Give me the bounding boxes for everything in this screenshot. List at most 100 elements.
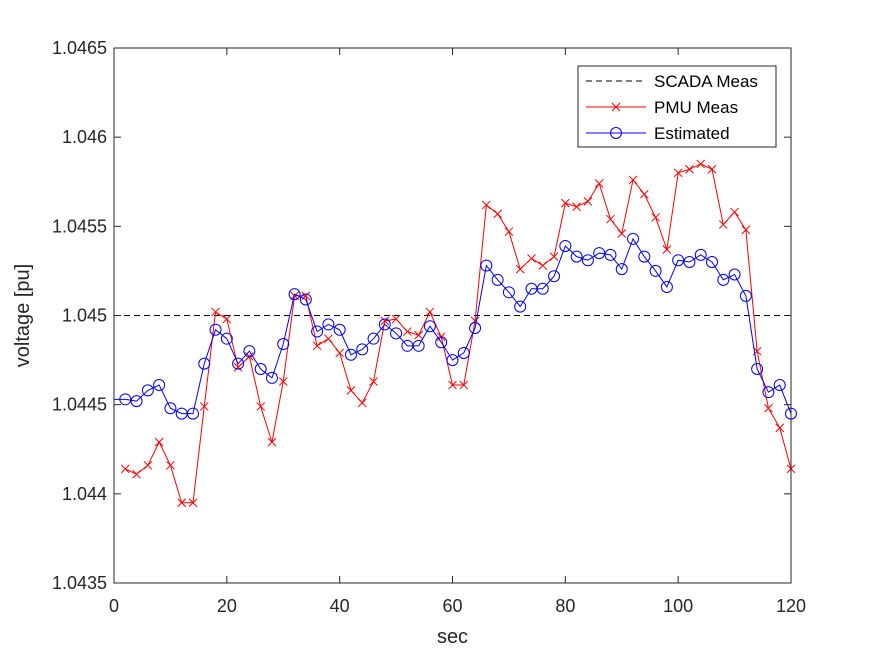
data-point — [730, 207, 739, 217]
data-point — [739, 289, 752, 302]
x-marker-stroke — [481, 200, 491, 210]
data-point — [335, 348, 345, 358]
data-point — [491, 273, 504, 286]
data-point — [559, 239, 572, 252]
x-marker-stroke — [233, 362, 243, 372]
data-point — [256, 402, 266, 411]
x-marker-stroke — [335, 348, 345, 358]
x-marker-stroke — [414, 330, 424, 340]
data-point — [119, 393, 132, 406]
data-point — [435, 336, 448, 349]
x-marker-stroke — [775, 423, 785, 433]
data-point — [751, 363, 764, 375]
data-point — [685, 164, 694, 174]
data-point — [762, 386, 775, 399]
data-point — [502, 286, 515, 299]
x-marker-stroke — [515, 264, 525, 274]
data-point — [549, 252, 559, 262]
x-marker-stroke — [741, 225, 751, 235]
x-marker-stroke — [493, 209, 502, 219]
x-marker-stroke — [617, 229, 627, 238]
x-marker-stroke — [560, 198, 570, 208]
series-line — [114, 237, 792, 415]
x-marker-stroke — [662, 245, 672, 254]
data-point — [572, 202, 581, 212]
x-marker-stroke — [346, 386, 356, 395]
x-marker-stroke — [256, 402, 266, 411]
x-marker-stroke — [199, 402, 209, 411]
data-point — [412, 339, 425, 352]
data-point — [446, 354, 459, 367]
x-marker-stroke — [211, 307, 220, 317]
series-layer — [114, 159, 797, 508]
data-point — [356, 343, 369, 356]
x-tick-label: 20 — [217, 596, 237, 616]
data-point — [570, 250, 583, 263]
data-point — [211, 307, 220, 317]
data-point — [560, 198, 570, 208]
data-point — [243, 345, 256, 358]
x-marker-stroke — [730, 207, 739, 217]
y-tick-label: 1.0455 — [52, 216, 107, 236]
data-point — [480, 259, 493, 272]
data-point — [311, 325, 324, 338]
data-point — [694, 248, 707, 261]
legend-label: Estimated — [654, 124, 730, 143]
data-point — [369, 377, 378, 386]
x-marker-stroke — [639, 189, 649, 199]
y-tick-label: 1.0435 — [52, 573, 107, 593]
legend-label: PMU Meas — [654, 98, 738, 117]
legend-entry: PMU Meas — [586, 98, 738, 117]
data-point — [594, 179, 604, 188]
x-marker-stroke — [369, 377, 378, 386]
x-marker-stroke — [549, 252, 559, 262]
x-marker-stroke — [606, 214, 615, 224]
legend-entry: SCADA Meas — [586, 72, 758, 91]
data-point — [706, 256, 719, 268]
data-point — [166, 460, 175, 470]
data-point — [132, 469, 141, 479]
data-point — [773, 379, 786, 392]
data-point — [164, 402, 177, 415]
data-point — [414, 330, 424, 340]
data-point — [514, 300, 527, 313]
data-point — [254, 363, 267, 375]
legend-label: SCADA Meas — [654, 72, 758, 91]
x-marker-stroke — [448, 380, 457, 390]
x-marker-stroke — [594, 179, 604, 188]
data-point — [481, 200, 491, 210]
data-point — [548, 270, 561, 283]
y-tick-label: 1.0445 — [52, 395, 107, 415]
data-point — [154, 437, 164, 447]
x-marker-stroke — [143, 460, 153, 470]
y-axis-label: voltage [pu] — [12, 264, 34, 367]
legend-entry: Estimated — [586, 124, 730, 143]
data-point — [583, 197, 593, 206]
data-point — [198, 357, 211, 370]
data-point — [469, 321, 482, 334]
x-tick-label: 120 — [776, 596, 806, 616]
data-point — [299, 293, 312, 306]
legend-marker — [610, 127, 622, 139]
x-marker-stroke — [267, 437, 277, 447]
data-point — [504, 227, 514, 237]
x-tick-label: 60 — [442, 596, 462, 616]
x-marker-stroke — [154, 437, 164, 447]
data-point — [604, 248, 617, 261]
data-point — [672, 254, 685, 267]
y-tick-label: 1.044 — [62, 484, 107, 504]
data-point — [741, 225, 751, 235]
x-marker-stroke — [391, 314, 401, 324]
data-point — [493, 209, 502, 219]
ticks-layer: 0 20 40 60 80 100 120 1.0435 1.044 1.0445 1.045 1.0… — [52, 38, 806, 616]
x-marker-stroke — [538, 261, 548, 270]
x-marker-stroke — [764, 403, 773, 413]
x-marker-stroke — [673, 168, 683, 178]
x-marker-stroke — [132, 469, 141, 479]
x-marker-stroke — [583, 197, 593, 206]
data-point — [209, 323, 222, 336]
x-axis-label: sec — [437, 626, 468, 648]
x-marker-stroke — [696, 159, 706, 169]
series-estimated — [114, 232, 797, 420]
